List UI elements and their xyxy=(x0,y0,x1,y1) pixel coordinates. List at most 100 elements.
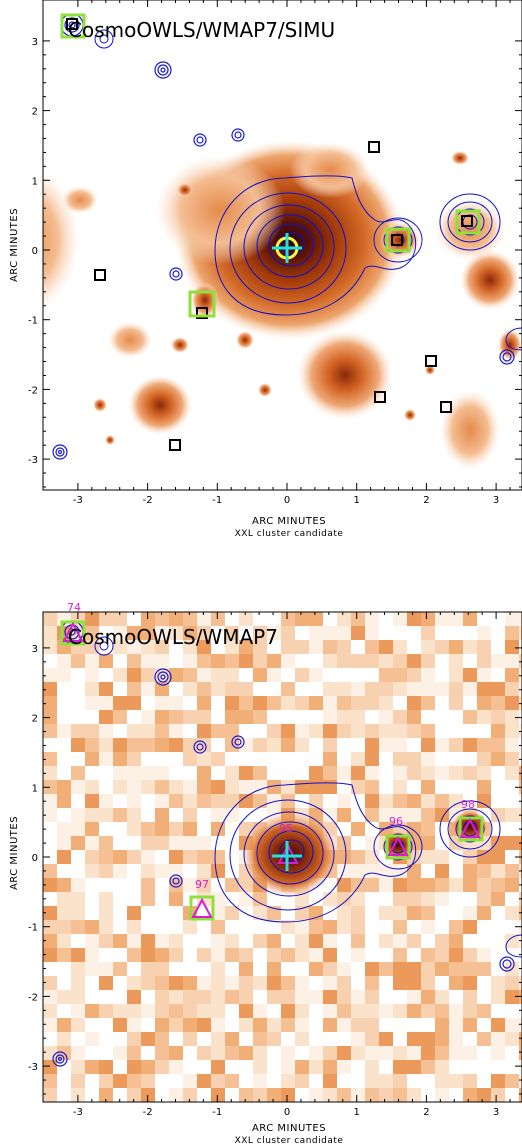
map-pixel xyxy=(435,948,449,962)
map-pixel xyxy=(253,1074,267,1088)
map-pixel xyxy=(85,1004,99,1018)
x-tick-label: -3 xyxy=(73,1107,83,1118)
map-pixel xyxy=(463,864,477,878)
map-pixel xyxy=(351,738,365,752)
map-pixel xyxy=(505,696,519,710)
map-pixel xyxy=(337,640,351,654)
map-pixel xyxy=(113,836,127,850)
map-pixel xyxy=(155,1004,169,1018)
map-pixel xyxy=(309,724,323,738)
map-pixel xyxy=(71,920,85,934)
map-pixel xyxy=(365,892,379,906)
map-pixel xyxy=(295,780,309,794)
map-pixel xyxy=(155,822,169,836)
map-pixel xyxy=(169,612,183,626)
map-pixel xyxy=(155,766,169,780)
map-pixel xyxy=(365,766,379,780)
map-pixel xyxy=(435,710,449,724)
map-pixel xyxy=(295,710,309,724)
map-pixel xyxy=(351,668,365,682)
map-pixel xyxy=(393,906,407,920)
source-label-98: 98 xyxy=(461,798,475,811)
map-pixel xyxy=(407,948,421,962)
map-pixel xyxy=(323,990,337,1004)
map-pixel xyxy=(435,920,449,934)
map-pixel xyxy=(211,1046,225,1060)
map-pixel xyxy=(225,906,239,920)
map-pixel xyxy=(85,668,99,682)
map-pixel xyxy=(365,1060,379,1074)
map-pixel xyxy=(155,976,169,990)
map-pixel xyxy=(211,1004,225,1018)
map-pixel xyxy=(43,640,57,654)
map-pixel xyxy=(295,1018,309,1032)
map-pixel xyxy=(225,920,239,934)
map-pixel xyxy=(267,668,281,682)
map-pixel xyxy=(155,724,169,738)
map-pixel xyxy=(519,1004,522,1018)
map-pixel xyxy=(323,612,337,626)
map-pixel xyxy=(169,920,183,934)
map-pixel xyxy=(113,1004,127,1018)
map-pixel xyxy=(491,920,505,934)
map-pixel xyxy=(435,794,449,808)
map-pixel xyxy=(491,1046,505,1060)
map-pixel xyxy=(113,1088,127,1102)
map-pixel xyxy=(463,920,477,934)
y-tick-label: -3 xyxy=(28,1062,38,1073)
map-pixel xyxy=(211,612,225,626)
map-pixel xyxy=(71,766,85,780)
map-pixel xyxy=(309,976,323,990)
x-tick-label: 1 xyxy=(354,1107,360,1118)
map-pixel xyxy=(449,654,463,668)
map-pixel xyxy=(435,668,449,682)
map-pixel xyxy=(351,612,365,626)
map-pixel xyxy=(449,1032,463,1046)
map-pixel xyxy=(337,1004,351,1018)
map-pixel xyxy=(309,1074,323,1088)
map-pixel xyxy=(421,892,435,906)
source-label-74: 74 xyxy=(67,601,81,614)
map-pixel xyxy=(519,1046,522,1060)
map-pixel xyxy=(239,696,253,710)
map-pixel xyxy=(197,1032,211,1046)
map-pixel xyxy=(85,948,99,962)
map-pixel xyxy=(407,766,421,780)
map-pixel xyxy=(295,976,309,990)
map-pixel xyxy=(295,1088,309,1102)
map-pixel xyxy=(309,640,323,654)
map-pixel xyxy=(295,626,309,640)
map-pixel xyxy=(491,1032,505,1046)
map-pixel xyxy=(421,766,435,780)
map-pixel xyxy=(337,948,351,962)
map-pixel xyxy=(463,892,477,906)
map-pixel xyxy=(169,626,183,640)
map-pixel xyxy=(449,682,463,696)
map-pixel xyxy=(351,850,365,864)
map-pixel xyxy=(421,696,435,710)
map-pixel xyxy=(477,1074,491,1088)
map-pixel xyxy=(127,948,141,962)
map-pixel xyxy=(351,794,365,808)
map-pixel xyxy=(393,948,407,962)
x-tick-label: 0 xyxy=(284,495,290,506)
map-pixel xyxy=(239,640,253,654)
contours-bottom xyxy=(94,636,522,958)
map-pixel xyxy=(155,626,169,640)
map-pixel xyxy=(379,724,393,738)
map-pixel xyxy=(435,640,449,654)
map-pixel xyxy=(407,920,421,934)
map-pixel xyxy=(141,1046,155,1060)
map-pixel xyxy=(113,948,127,962)
map-pixel xyxy=(169,864,183,878)
map-pixel xyxy=(295,640,309,654)
map-pixel xyxy=(491,836,505,850)
map-pixel xyxy=(169,990,183,1004)
map-pixel xyxy=(505,1060,519,1074)
map-pixel xyxy=(421,990,435,1004)
map-pixel xyxy=(323,766,337,780)
map-pixel xyxy=(421,640,435,654)
map-pixel xyxy=(407,878,421,892)
map-pixel xyxy=(57,682,71,696)
